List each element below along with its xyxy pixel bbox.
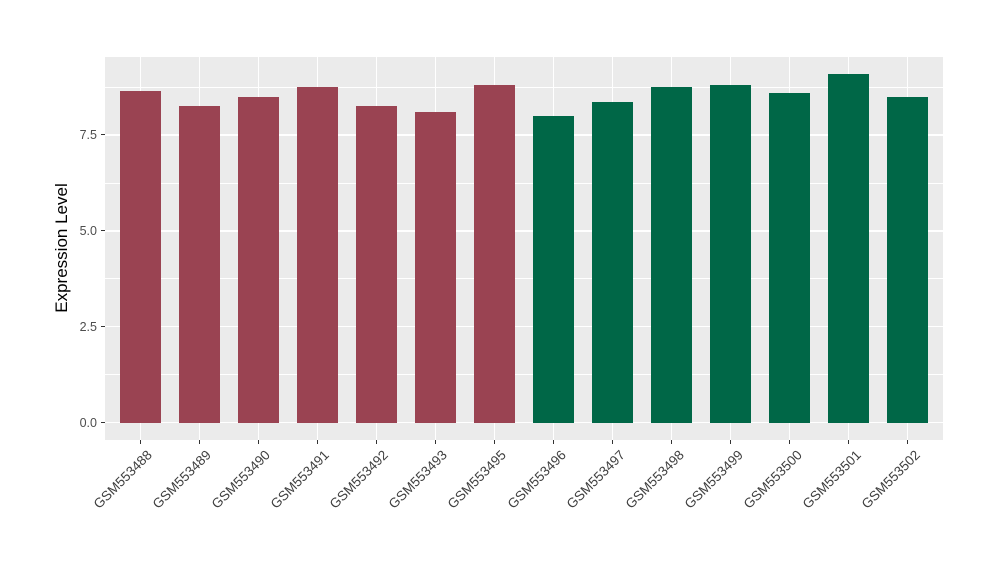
y-tick-mark	[101, 326, 105, 328]
bar-GSM553498	[650, 86, 693, 423]
x-tick-mark	[670, 440, 673, 444]
x-tick-mark	[729, 440, 732, 444]
x-tick-mark	[316, 440, 319, 444]
major-gridline	[105, 230, 943, 232]
y-axis-title: Expression Level	[52, 183, 71, 313]
minor-gridline	[105, 374, 943, 376]
x-tick-mark	[552, 440, 555, 444]
bar-GSM553500	[768, 92, 811, 423]
bar-GSM553489	[178, 106, 221, 423]
major-gridline	[105, 134, 943, 136]
x-tick-label: GSM553488	[91, 447, 156, 512]
bar-GSM553496	[532, 115, 575, 423]
plot-panel	[105, 57, 943, 440]
bar-GSM553502	[886, 96, 929, 423]
x-tick-mark	[788, 440, 791, 444]
minor-gridline	[105, 182, 943, 184]
bar-GSM553495	[473, 85, 516, 423]
x-tick-mark	[906, 440, 909, 444]
y-tick-label: 0.0	[79, 415, 97, 430]
bar-GSM553492	[355, 106, 398, 423]
major-gridline	[105, 326, 943, 328]
x-tick-mark	[847, 440, 850, 444]
y-tick-mark	[101, 422, 105, 424]
bar-GSM553488	[119, 90, 162, 423]
bar-GSM553501	[827, 73, 870, 423]
x-tick-mark	[198, 440, 200, 444]
y-tick-label: 7.5	[79, 127, 97, 142]
y-tick-mark	[101, 134, 105, 136]
major-gridline	[105, 422, 943, 424]
minor-gridline	[105, 86, 943, 88]
x-tick-mark	[434, 440, 437, 444]
x-tick-mark	[611, 440, 614, 444]
x-tick-mark	[139, 440, 141, 444]
bar-GSM553497	[591, 102, 634, 423]
x-tick-mark	[375, 440, 378, 444]
bar-GSM553491	[296, 86, 339, 423]
x-tick-mark	[493, 440, 496, 444]
bar-GSM553499	[709, 85, 752, 423]
bar-GSM553493	[414, 111, 457, 423]
x-tick-mark	[257, 440, 260, 444]
bar-GSM553490	[237, 96, 280, 423]
minor-gridline	[105, 278, 943, 280]
y-tick-label: 5.0	[79, 223, 97, 238]
y-tick-mark	[101, 230, 105, 232]
y-tick-label: 2.5	[79, 319, 97, 334]
